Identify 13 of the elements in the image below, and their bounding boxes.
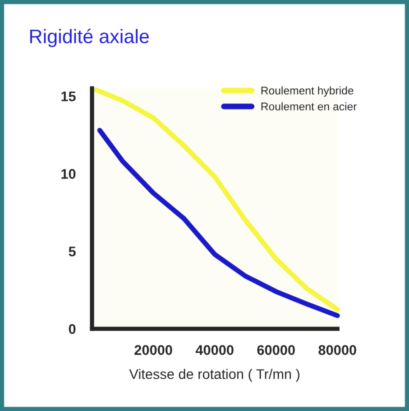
y-tick-label: 10 xyxy=(61,169,76,179)
y-tick-label: 15 xyxy=(61,92,76,102)
line-series xyxy=(97,128,340,318)
x-tick-label: 20000 xyxy=(134,345,172,355)
x-tick-label: 40000 xyxy=(196,345,234,355)
x-axis-title: Vitesse de rotation ( Tr/mn ) xyxy=(129,368,300,382)
chart-title: Rigidité axiale xyxy=(30,28,149,48)
x-tick-label: 80000 xyxy=(318,345,356,355)
legend-label: Roulement hybride xyxy=(261,86,354,97)
y-tick-label: 5 xyxy=(68,246,76,256)
legend-label: Roulement en acier xyxy=(261,102,357,110)
y-tick-label: 0 xyxy=(68,324,76,334)
x-tick-label: 60000 xyxy=(257,345,295,355)
